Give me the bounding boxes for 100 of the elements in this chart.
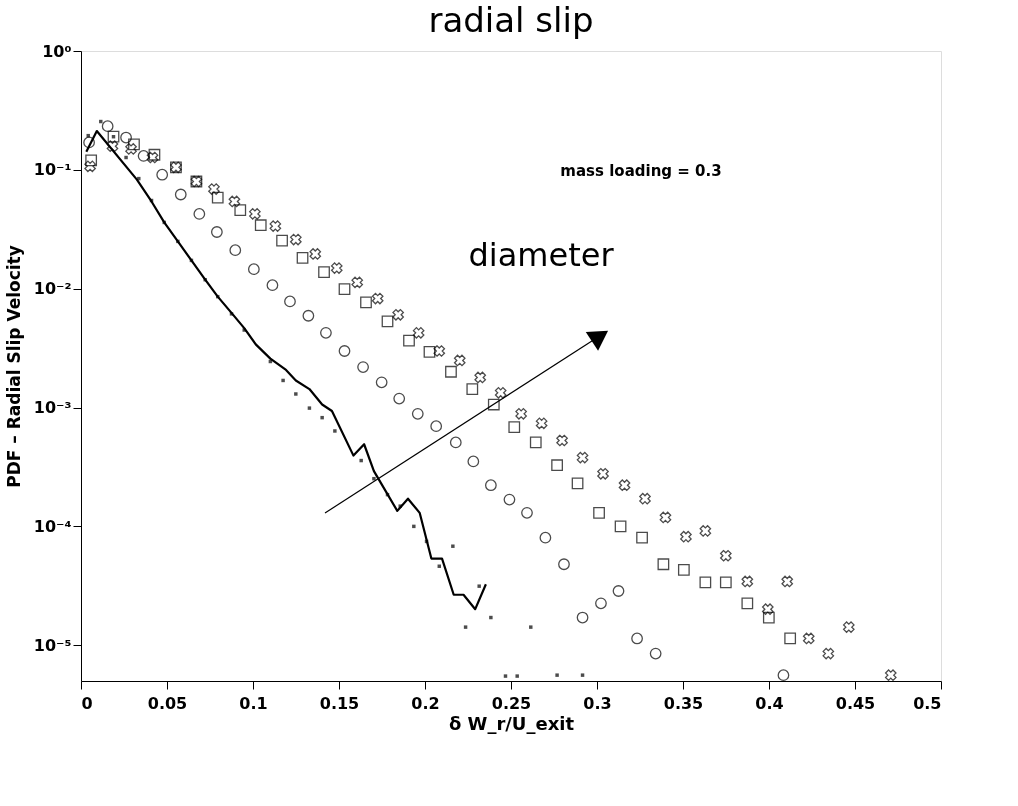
point: [284, 295, 296, 308]
point: [124, 155, 128, 160]
point: [211, 191, 224, 204]
point: [208, 183, 220, 195]
point: [474, 371, 487, 384]
x-tick-label: 0.25: [491, 693, 532, 713]
x-tick-label: 0.5: [913, 693, 942, 713]
point: [529, 625, 533, 629]
point: [411, 407, 424, 420]
point: [137, 150, 150, 162]
point: [357, 361, 369, 373]
point: [558, 558, 570, 571]
point: [842, 621, 855, 633]
point: [309, 248, 322, 260]
point: [392, 308, 405, 321]
point: [614, 520, 627, 533]
point: [101, 120, 114, 133]
point: [595, 597, 607, 610]
x-tick-label: 0.35: [663, 693, 704, 713]
point: [375, 376, 388, 389]
point: [487, 398, 500, 411]
point: [659, 511, 672, 524]
point: [784, 632, 797, 645]
point: [371, 292, 384, 305]
point: [174, 188, 187, 201]
point: [249, 208, 261, 220]
point: [412, 327, 425, 339]
point: [612, 585, 625, 597]
point: [156, 168, 169, 181]
point: [85, 154, 98, 167]
point: [294, 392, 298, 396]
point: [333, 429, 337, 433]
point: [320, 326, 332, 339]
point: [137, 176, 141, 181]
y-tick-label: 10⁻⁴: [33, 516, 72, 536]
point: [318, 266, 330, 278]
point: [99, 119, 103, 124]
point: [503, 674, 508, 678]
x-tick-label: 0.4: [755, 693, 784, 713]
chart-title: radial slip: [428, 0, 594, 40]
y-tick-label: 10⁻³: [33, 398, 72, 418]
point: [699, 525, 712, 537]
point: [777, 669, 790, 682]
point: [576, 611, 589, 624]
point: [680, 530, 692, 543]
point: [677, 564, 690, 576]
point: [597, 467, 609, 480]
point: [281, 378, 285, 383]
point: [276, 234, 288, 247]
y-axis-title: PDF – Radial Slip Velocity: [3, 245, 24, 488]
point: [229, 244, 242, 257]
point: [229, 312, 234, 316]
x-tick-label: 0.3: [583, 693, 612, 713]
point: [451, 544, 455, 548]
x-tick-label: 0.2: [411, 693, 440, 713]
point: [539, 531, 552, 544]
point: [228, 195, 241, 208]
point: [107, 130, 120, 143]
point: [576, 451, 589, 464]
point: [555, 673, 559, 677]
point: [657, 558, 670, 571]
point: [521, 506, 533, 519]
point: [320, 415, 324, 420]
point: [515, 674, 519, 678]
point: [453, 354, 466, 367]
point: [762, 611, 775, 624]
point: [649, 647, 662, 660]
point: [449, 436, 462, 449]
x-tick-label: 0.1: [239, 693, 268, 713]
point: [120, 131, 132, 144]
point: [477, 584, 481, 588]
point: [330, 262, 343, 274]
point: [302, 309, 315, 322]
point: [781, 575, 794, 588]
point: [571, 477, 584, 490]
point: [210, 226, 223, 238]
point: [359, 458, 363, 463]
point: [412, 524, 416, 529]
point: [393, 392, 406, 405]
x-tick-label: 0: [81, 693, 93, 713]
point: [289, 233, 302, 246]
point: [381, 315, 394, 328]
point: [580, 673, 585, 677]
point: [266, 279, 279, 292]
point: [351, 276, 364, 289]
point: [741, 575, 754, 588]
point: [484, 479, 497, 492]
point: [489, 615, 493, 620]
point: [234, 204, 247, 216]
point: [360, 296, 372, 309]
point: [556, 434, 568, 447]
point: [515, 408, 527, 420]
point: [593, 506, 605, 519]
point: [639, 492, 651, 505]
point: [338, 283, 351, 295]
point: [403, 334, 415, 347]
x-tick-label: 0.15: [319, 693, 360, 713]
point: [719, 549, 732, 562]
point: [719, 576, 732, 589]
point: [398, 504, 402, 508]
